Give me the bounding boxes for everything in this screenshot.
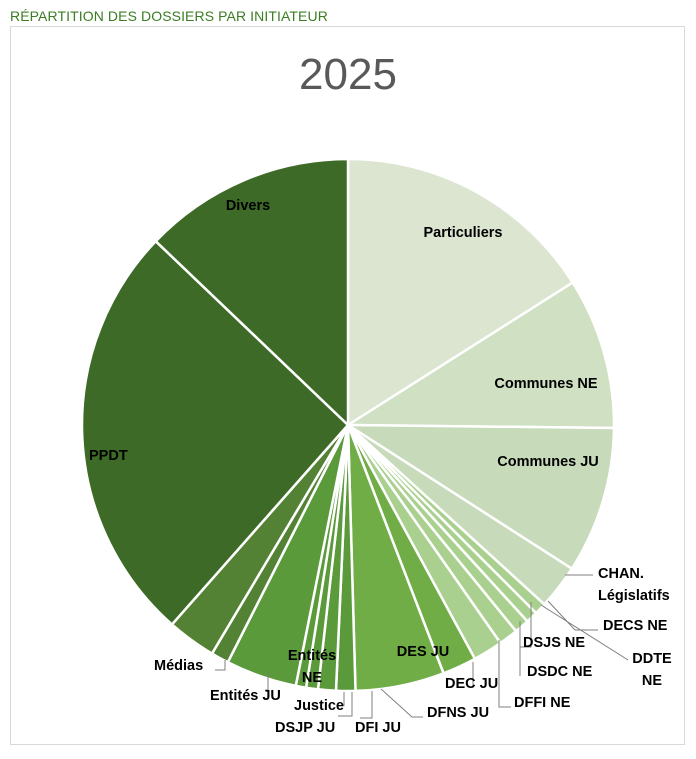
slice-label: Entités JU [210,688,281,704]
pie-slice-particuliers [346,157,574,427]
slice-label: DFI JU [355,720,401,736]
leader-line [360,691,373,719]
pie-slice-ppdt [80,239,350,626]
pie-slices [80,157,616,693]
slice-label: Médias [154,658,203,674]
leader-line [215,660,226,671]
slice-label: Communes JU [497,454,599,470]
slice-label: DEC JU [445,676,498,692]
slice-label: DECS NE [603,618,668,634]
pie-slice-communes-ju [346,423,616,570]
chart-title: 2025 [299,50,397,99]
leader-line [540,604,629,661]
slice-label: DSJS NE [523,635,585,651]
slice-label: DSJP JU [275,720,335,736]
slice-label: Justice [294,698,344,714]
slice-label: Entités NE [288,648,336,686]
leader-line [498,640,511,708]
slice-label: DFFI NE [514,695,571,711]
slice-label: DES JU [397,644,449,660]
report-header: RÉPARTITION DES DOSSIERS PAR INITIATEUR [10,8,328,24]
leader-lines [215,574,629,719]
slice-label: CHAN. Législatifs [598,566,670,604]
slice-label: DSDC NE [527,664,593,680]
slice-label: DDTE NE [632,651,672,689]
slice-label: Communes NE [494,376,597,392]
slice-label: PPDT [89,448,128,464]
pie-slice-communes-ne [346,281,616,430]
leader-line [520,602,532,648]
slice-label: DFNS JU [427,705,489,721]
slice-label: Particuliers [424,225,503,241]
leader-line [547,600,598,631]
slice-label: Divers [226,198,270,214]
pie-slice-divers [154,157,350,427]
leader-line [338,692,353,717]
slice-labels: Particuliers Communes NE Communes JU CHAN. L… [89,198,672,736]
leader-line [380,688,423,718]
leader-line [265,674,269,691]
